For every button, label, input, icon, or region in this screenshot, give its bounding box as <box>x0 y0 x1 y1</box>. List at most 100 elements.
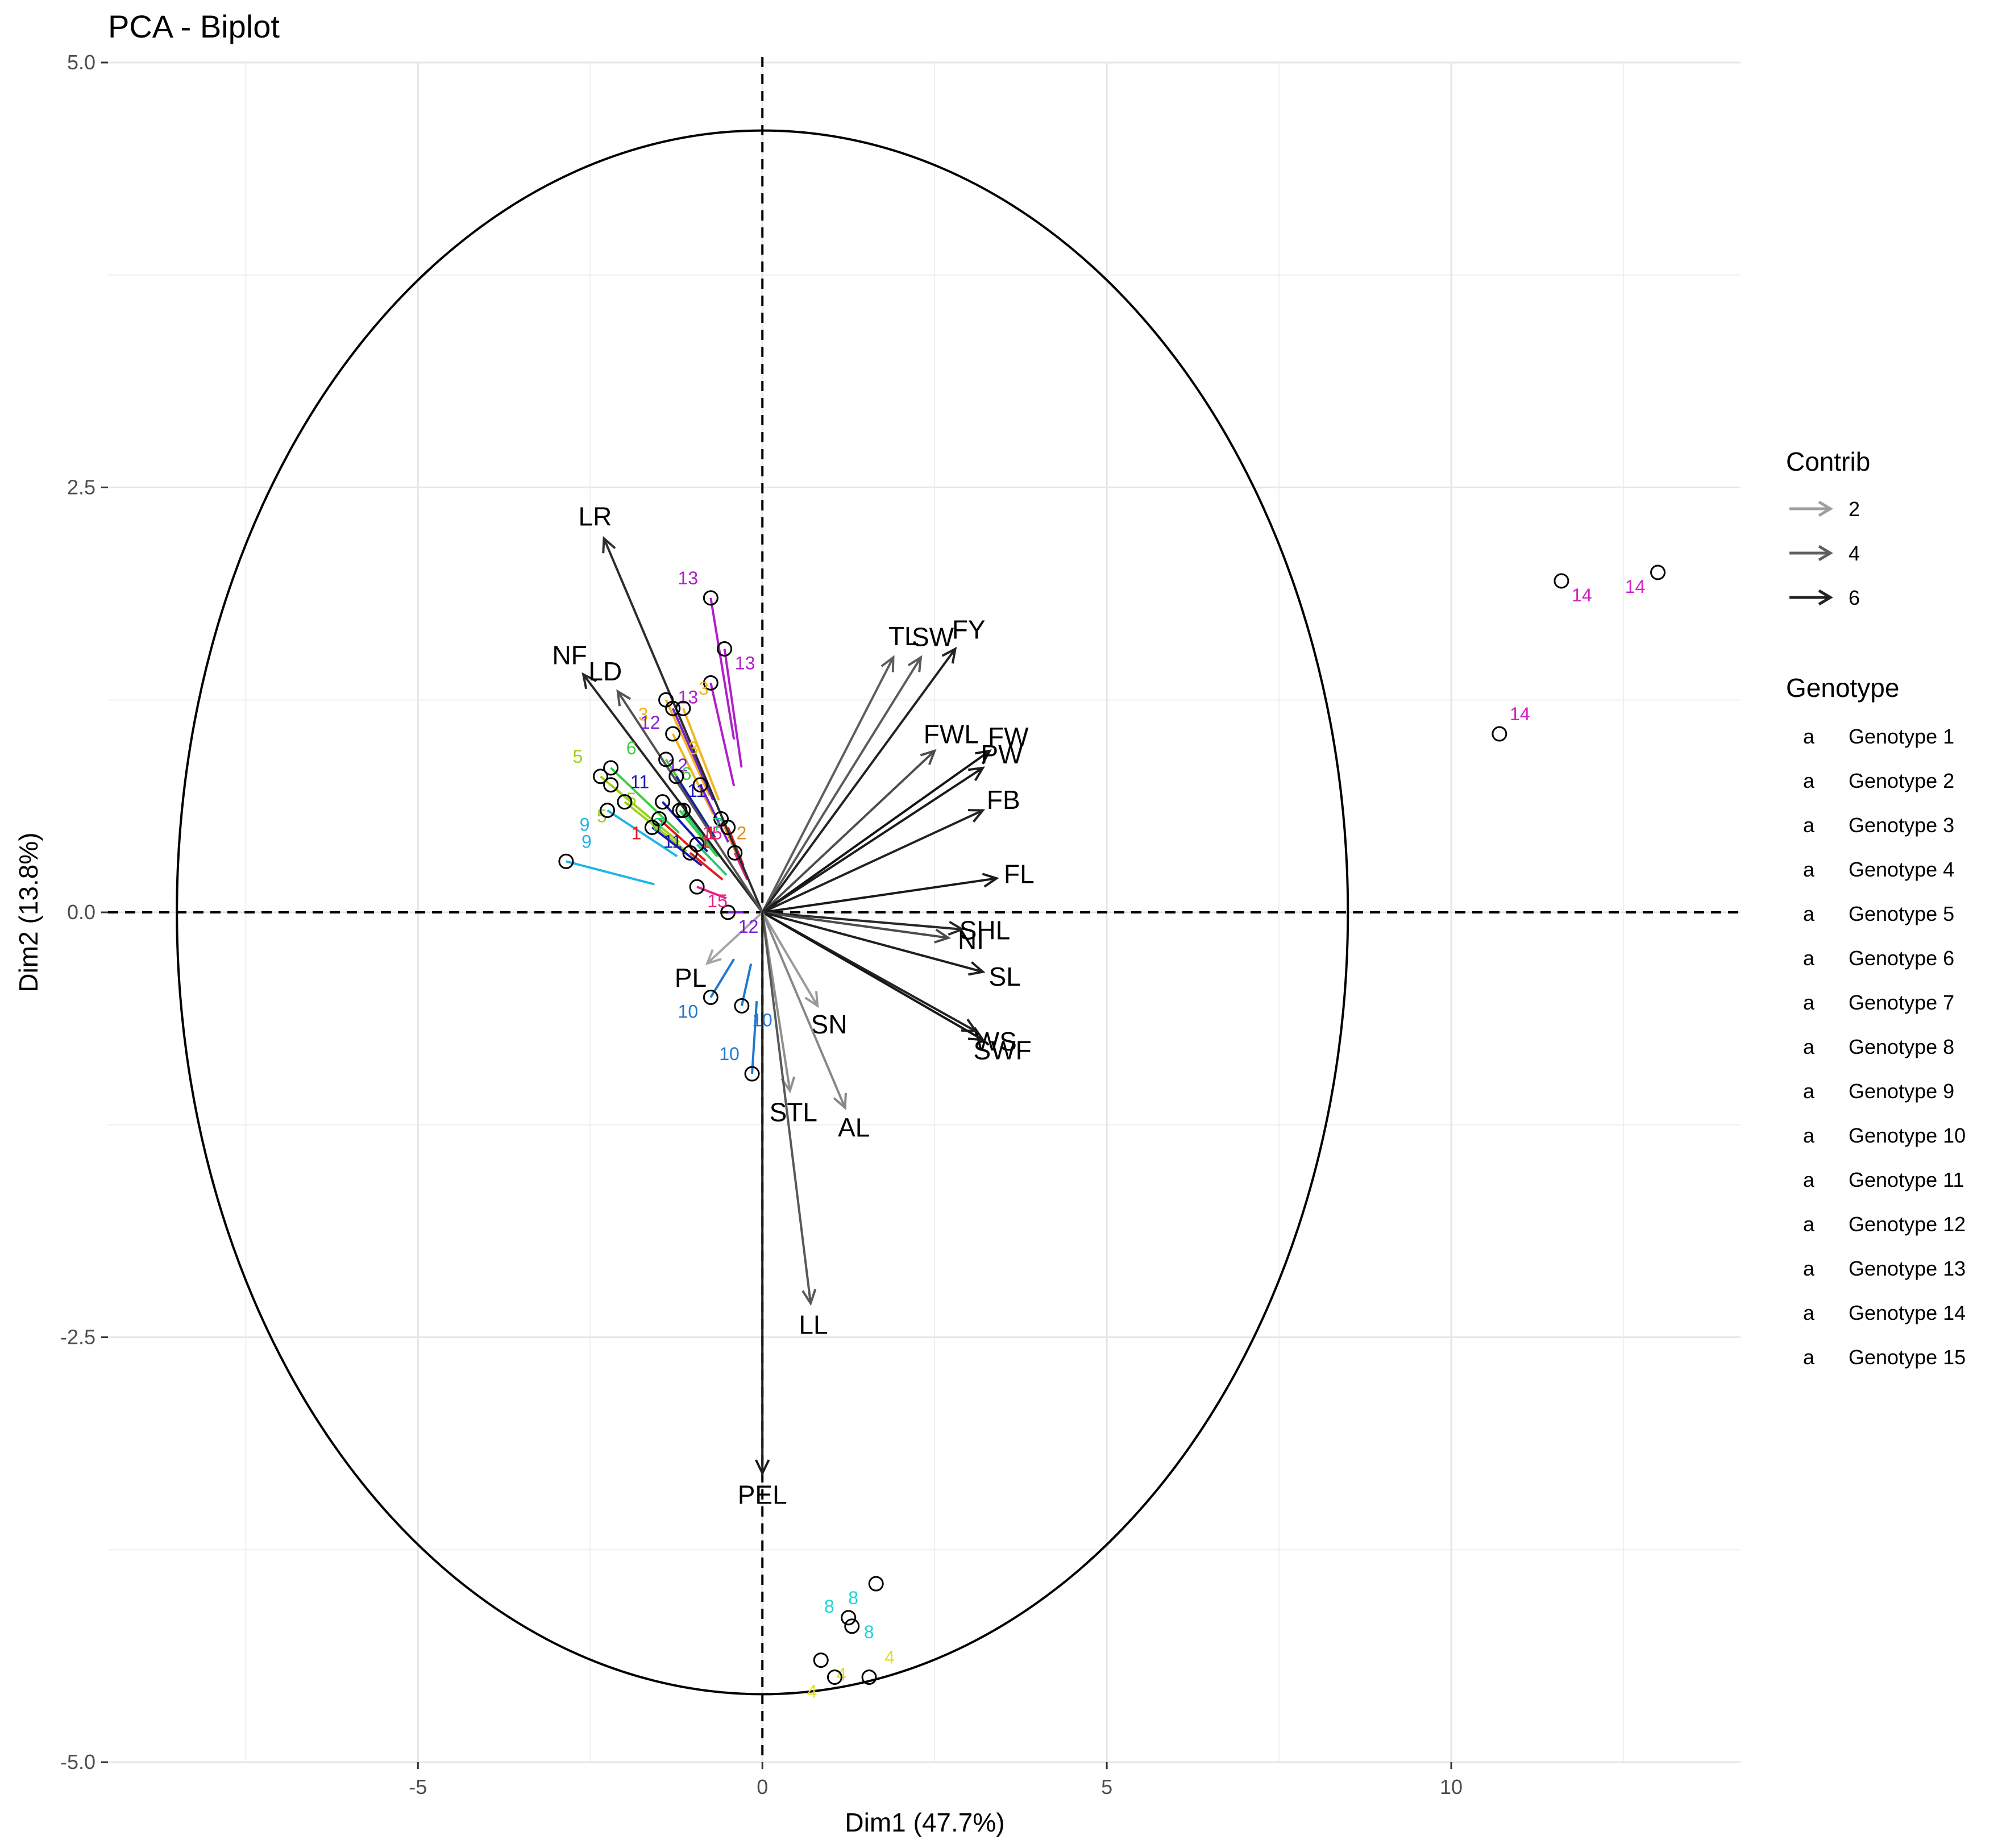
genotype-vector-line <box>682 708 720 801</box>
variable-label-fb: FB <box>987 785 1020 815</box>
contrib-legend-label: 4 <box>1849 542 1860 565</box>
genotype-vector-line <box>610 767 680 834</box>
genotype-legend-label: Genotype 6 <box>1849 946 1954 970</box>
individual-point <box>689 879 705 895</box>
variable-arrowhead-al <box>833 1093 847 1111</box>
genotype-legend-label: Genotype 3 <box>1849 813 1954 837</box>
variable-label-ws: WS <box>975 1027 1017 1056</box>
genotype-legend-label: Genotype 9 <box>1849 1079 1954 1103</box>
individual-label: 11 <box>687 780 706 801</box>
variable-arrowhead-sw <box>907 655 923 672</box>
genotype-legend-key: a <box>1803 1035 1815 1058</box>
x-tick-label: 0 <box>757 1775 768 1799</box>
variable-arrow-sl <box>762 911 983 973</box>
individual-label: 10 <box>719 1044 740 1064</box>
individual-label: 8 <box>864 1622 874 1642</box>
individual-label: 14 <box>1625 576 1646 597</box>
genotype-vector-line <box>723 649 743 768</box>
individual-point <box>844 1618 860 1634</box>
individual-label: 13 <box>735 653 755 674</box>
contrib-legend-label: 6 <box>1849 586 1860 609</box>
individual-label: 5 <box>573 746 583 767</box>
individual-label: 4 <box>807 1681 817 1702</box>
variable-label-pel: PEL <box>738 1480 787 1510</box>
genotype-legend-key: a <box>1803 902 1815 925</box>
variable-label-fw: FW <box>988 722 1029 751</box>
genotype-vector-line <box>658 818 707 862</box>
variable-arrowhead-shl <box>948 920 965 936</box>
genotype-legend-key: a <box>1803 1079 1815 1103</box>
individual-point <box>861 1670 877 1685</box>
y-tick-label: -5.0 <box>60 1750 95 1774</box>
variable-arrow-ni <box>762 911 949 939</box>
individual-label: 5 <box>597 806 607 827</box>
y-tick-label: 2.5 <box>67 476 95 499</box>
genotype-vector-line <box>566 860 655 886</box>
variable-arrow-sn <box>761 911 819 1007</box>
individual-point <box>692 777 708 793</box>
variable-arrowhead-tl <box>880 655 895 672</box>
variable-arrowhead-fb <box>967 809 986 823</box>
individual-point <box>689 836 705 852</box>
variable-label-sn: SN <box>811 1010 848 1039</box>
genotype-vector-line <box>671 733 715 815</box>
variable-label-stl: STL <box>770 1097 817 1127</box>
variable-label-tl: TL <box>888 621 919 651</box>
genotype-vector-line <box>624 801 688 853</box>
genotype-vector-line <box>709 682 736 787</box>
individual-label: 15 <box>702 823 722 843</box>
genotype-vector-line <box>733 852 749 881</box>
individual-point <box>651 811 667 827</box>
individual-label: 1 <box>632 823 642 844</box>
genotype-legend-label: Genotype 7 <box>1849 991 1954 1014</box>
individual-label: 14 <box>1510 704 1530 724</box>
genotype-vector-line <box>751 1001 758 1074</box>
individual-point <box>826 1670 842 1685</box>
variable-arrowhead-ni <box>934 928 951 944</box>
genotype-legend-key: a <box>1803 946 1815 970</box>
variable-arrow-pw <box>762 767 984 913</box>
individual-point <box>841 1610 857 1626</box>
contrib-legend-title: Contrib <box>1786 447 1870 476</box>
variable-label-nf: NF <box>552 640 587 670</box>
individual-label: 7 <box>655 815 666 835</box>
variable-label-pw: PW <box>981 740 1023 769</box>
variable-label-sl: SL <box>988 962 1020 991</box>
individual-point <box>675 700 691 716</box>
individual-label: 3 <box>638 704 649 724</box>
individual-point <box>592 769 608 784</box>
variable-arrow-fy <box>761 648 957 913</box>
correlation-ellipse <box>176 129 1349 1696</box>
individual-point <box>713 811 729 827</box>
variable-arrow-ld <box>617 691 763 913</box>
individual-label: 9 <box>580 815 590 835</box>
genotype-legend-label: Genotype 4 <box>1849 858 1954 881</box>
genotype-legend-key: a <box>1803 725 1815 748</box>
genotype-legend-key: a <box>1803 1168 1815 1191</box>
individual-label: 9 <box>582 831 592 852</box>
individual-label: 3 <box>688 738 699 758</box>
individual-point <box>675 803 691 819</box>
variable-arrow-tl <box>761 657 895 913</box>
genotype-vector-line <box>682 809 720 857</box>
genotype-legend-key: a <box>1803 1257 1815 1280</box>
variable-arrowhead-ll <box>801 1289 817 1306</box>
genotype-legend-key: a <box>1803 858 1815 881</box>
individual-label: 6 <box>682 763 692 784</box>
genotype-vector-line <box>610 784 680 844</box>
variable-arrow-fb <box>762 809 983 913</box>
variable-arrow-ll <box>761 912 812 1303</box>
variable-label-swf: SWF <box>974 1035 1032 1065</box>
individual-label: 8 <box>848 1588 858 1608</box>
individual-point <box>655 794 671 810</box>
genotype-legend-label: Genotype 10 <box>1849 1124 1966 1147</box>
genotype-vector-line <box>709 597 736 740</box>
individual-label: 11 <box>663 832 682 852</box>
variable-arrowhead-nf <box>582 672 597 690</box>
x-tick-label: -5 <box>409 1775 427 1799</box>
individual-point <box>1554 573 1569 589</box>
individual-label: 2 <box>737 823 747 844</box>
individual-label: 12 <box>640 712 661 733</box>
